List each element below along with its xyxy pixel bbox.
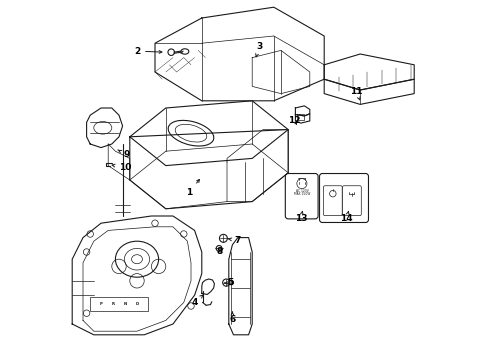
Text: 6: 6 [229, 312, 236, 324]
Text: 3: 3 [256, 42, 263, 57]
Text: N: N [124, 302, 127, 306]
Text: 12: 12 [289, 116, 301, 125]
Text: 5: 5 [225, 279, 234, 287]
Text: 13: 13 [294, 211, 307, 223]
Text: D: D [136, 302, 139, 306]
Bar [297, 114, 304, 120]
Text: R: R [112, 302, 115, 306]
FancyBboxPatch shape [319, 174, 368, 222]
Text: 1: 1 [186, 179, 199, 197]
Text: 11: 11 [350, 87, 363, 100]
Text: 4: 4 [192, 295, 203, 307]
Text: 9: 9 [118, 150, 129, 159]
Text: P: P [99, 302, 102, 306]
Text: 10: 10 [112, 163, 131, 172]
FancyBboxPatch shape [285, 174, 318, 219]
Text: 2: 2 [134, 46, 162, 55]
Text: AC 120V: AC 120V [295, 189, 308, 193]
Text: MAX 150W: MAX 150W [294, 192, 310, 197]
Bar [90, 297, 148, 311]
FancyBboxPatch shape [323, 186, 342, 216]
Text: 7: 7 [229, 236, 241, 245]
FancyBboxPatch shape [343, 186, 361, 216]
Text: 8: 8 [217, 247, 223, 256]
Text: 14: 14 [340, 211, 353, 223]
